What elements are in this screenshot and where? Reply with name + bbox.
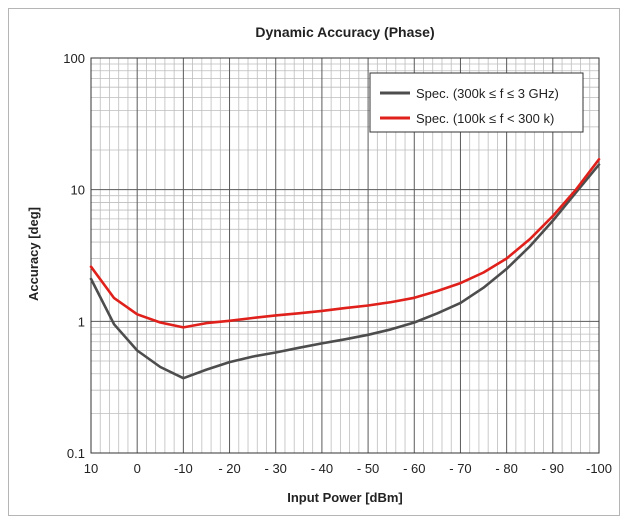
legend: Spec. (300k ≤ f ≤ 3 GHz) Spec. (100k ≤ f… — [369, 72, 584, 133]
y-tick-label: 10 — [71, 183, 85, 198]
x-tick-label: -100 — [586, 461, 612, 476]
x-tick-label: - 90 — [542, 461, 564, 476]
x-tick-label: 10 — [84, 461, 98, 476]
x-tick-label: - 40 — [311, 461, 333, 476]
x-tick-label: - 80 — [495, 461, 517, 476]
x-tick-label: -10 — [174, 461, 193, 476]
series-line-spec-300k-3ghz — [89, 163, 601, 380]
x-axis-ticks: 10 0 -10 - 20 - 30 - 40 - 50 - 60 - 70 - 80 - 90 -1… — [84, 461, 612, 476]
y-axis-ticks: 0.1 1 10 100 — [63, 51, 85, 461]
x-axis-title: Input Power [dBm] — [287, 490, 403, 505]
x-tick-label: - 20 — [218, 461, 240, 476]
x-tick-label: 0 — [134, 461, 141, 476]
y-tick-label: 1 — [78, 314, 85, 329]
legend-label-spec-100k-300k: Spec. (100k ≤ f < 300 k) — [416, 111, 554, 126]
x-tick-label: - 70 — [449, 461, 471, 476]
x-tick-label: - 50 — [357, 461, 379, 476]
plot-area-border — [90, 57, 600, 454]
y-tick-label: 0.1 — [67, 446, 85, 461]
x-tick-label: - 30 — [265, 461, 287, 476]
series-lines — [89, 158, 601, 380]
legend-label-spec-300k-3ghz: Spec. (300k ≤ f ≤ 3 GHz) — [416, 86, 559, 101]
series-line-spec-100k-300k — [89, 158, 601, 329]
x-tick-label: - 60 — [403, 461, 425, 476]
chart-title: Dynamic Accuracy (Phase) — [255, 24, 434, 40]
legend-box — [369, 72, 584, 133]
y-tick-label: 100 — [63, 51, 85, 66]
y-axis-title: Accuracy [deg] — [26, 207, 41, 301]
